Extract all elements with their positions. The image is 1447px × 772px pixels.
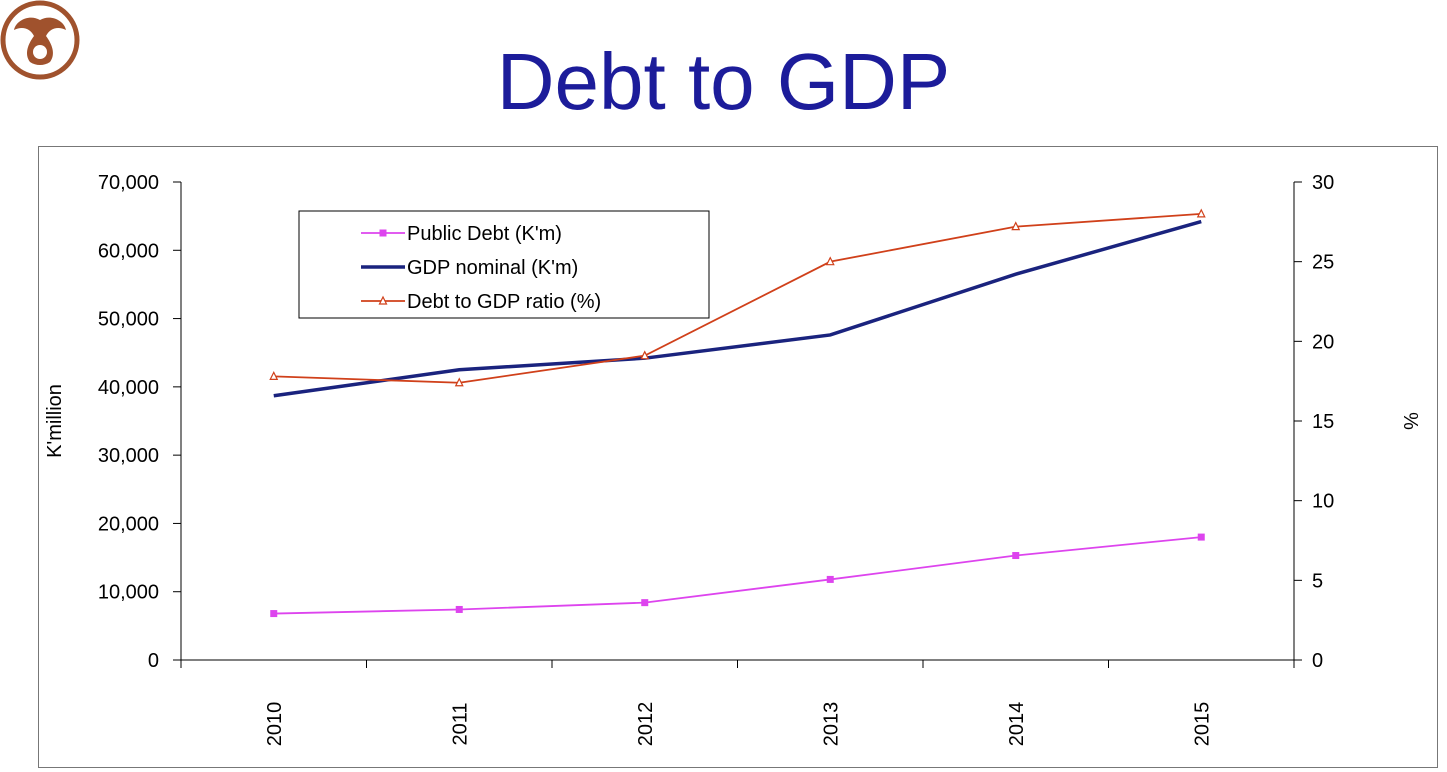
data-point: [1196, 208, 1206, 218]
phoenix-emblem-icon: [0, 0, 80, 80]
data-point: [1012, 552, 1020, 560]
series-line-0: [273, 536, 1202, 615]
y-right-tick-label: 20: [1312, 331, 1334, 353]
chart-frame: 0 10,000 20,000 30,000 40,000 50,000 60,000 70,…: [38, 146, 1438, 768]
x-tick-label: 2011: [449, 702, 471, 745]
x-tick-label: 2010: [264, 702, 286, 747]
legend-swatch-marker: [379, 229, 387, 237]
series-line-1: [273, 219, 1202, 398]
debt-to-gdp-chart: 0 10,000 20,000 30,000 40,000 50,000 60,000 70,…: [44, 172, 1421, 747]
legend-entry-label: GDP nominal (K'm): [407, 257, 578, 279]
page-title: Debt to GDP: [496, 37, 951, 126]
x-tick-label: 2015: [1191, 702, 1213, 747]
data-point: [1197, 533, 1205, 541]
y-right-tick-label: 25: [1312, 252, 1334, 274]
data-point: [269, 371, 279, 380]
y-right-tick-label: 0: [1312, 650, 1323, 672]
series-line-2: [273, 212, 1202, 384]
y-right-axis-label: %: [1399, 412, 1421, 430]
data-point: [641, 599, 649, 607]
y-left-tick-label: 60,000: [98, 240, 159, 262]
y-right-tick-label: 15: [1312, 411, 1334, 433]
y-right-tick-label: 10: [1312, 491, 1334, 513]
data-point: [826, 575, 834, 583]
y-left-tick-label: 50,000: [98, 309, 159, 331]
y-right-tick-label: 30: [1312, 172, 1334, 194]
y-left-tick-label: 70,000: [98, 172, 159, 194]
data-point: [270, 610, 278, 618]
x-tick-label: 2014: [1006, 702, 1028, 747]
y-left-tick-label: 20,000: [98, 513, 159, 535]
y-left-tick-label: 30,000: [98, 445, 159, 467]
data-point: [640, 350, 650, 360]
legend-entry-label: Debt to GDP ratio (%): [407, 291, 601, 313]
legend-entry-label: Public Debt (K'm): [407, 223, 562, 245]
legend-swatch-marker: [378, 295, 388, 305]
data-point: [1011, 221, 1021, 231]
data-point: [455, 605, 463, 613]
y-left-tick-label: 10,000: [98, 582, 159, 604]
y-left-axis-label: K'million: [44, 384, 66, 458]
logo: [0, 0, 84, 89]
data-point: [825, 256, 835, 266]
y-right-tick-label: 5: [1312, 570, 1323, 592]
x-tick-label: 2013: [820, 702, 842, 747]
y-left-tick-label: 0: [148, 650, 159, 672]
data-point: [454, 377, 464, 387]
x-tick-label: 2012: [635, 702, 657, 747]
y-left-tick-label: 40,000: [98, 377, 159, 399]
